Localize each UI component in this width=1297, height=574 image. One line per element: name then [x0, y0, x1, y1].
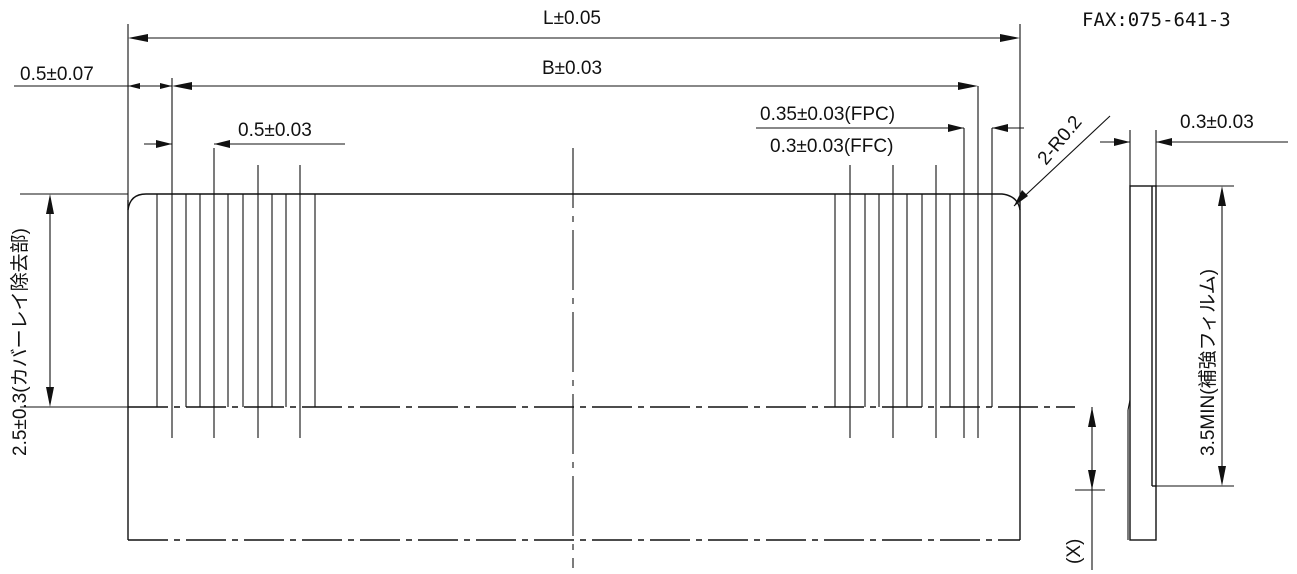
top-view-outline — [20, 148, 1075, 568]
dimension-L: L±0.05 — [127, 8, 1021, 200]
dimension-B: B±0.03 — [171, 58, 978, 165]
dimension-thickness: 0.3±0.03 — [1100, 112, 1288, 186]
dimension-conductor-width: 0.35±0.03(FPC) 0.3±0.03(FFC) — [756, 104, 1024, 157]
dimension-fpc-label: 0.35±0.03(FPC) — [760, 104, 895, 125]
dimension-stiffener: 3.5MIN(補強フィルム) — [1197, 186, 1226, 486]
dimension-corner-radius-label: 2-R0.2 — [1034, 112, 1087, 169]
dimension-stiffener-label: 3.5MIN(補強フィルム) — [1197, 269, 1219, 456]
dimension-thickness-label: 0.3±0.03 — [1180, 112, 1254, 133]
dimension-ffc-label: 0.3±0.03(FFC) — [770, 136, 893, 157]
dimension-B-label: B±0.03 — [542, 58, 602, 79]
fax-number: FAX:075-641-3 — [1082, 9, 1231, 31]
dimension-edge-offset: 0.5±0.07 — [14, 64, 172, 89]
side-view — [1127, 185, 1234, 541]
dimension-x: (X) — [1064, 407, 1105, 570]
dimension-pitch-label: 0.5±0.03 — [238, 120, 312, 141]
dimension-L-label: L±0.05 — [543, 8, 601, 29]
right-conductors — [834, 86, 993, 438]
dimension-pitch: 0.5±0.03 — [144, 120, 345, 148]
dimension-exposed-length-label: 2.5±0.3(カバーレイ除去部) — [9, 228, 31, 456]
left-conductors — [156, 148, 316, 438]
dimension-exposed-length: 2.5±0.3(カバーレイ除去部) — [9, 194, 54, 456]
dimension-corner-radius: 2-R0.2 — [1013, 112, 1111, 207]
dimension-x-label: (X) — [1064, 539, 1085, 564]
dimension-edge-offset-label: 0.5±0.07 — [20, 64, 94, 85]
